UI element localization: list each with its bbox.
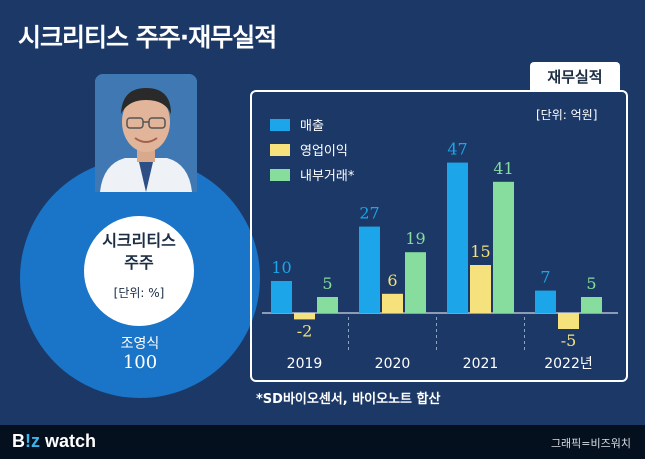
bar-2-2 bbox=[493, 182, 514, 313]
data-label-2-0: 5 bbox=[322, 274, 332, 293]
data-label-0-2: 47 bbox=[447, 140, 467, 159]
category-label-3: 2022년 bbox=[544, 356, 593, 372]
bar-1-3 bbox=[558, 313, 579, 329]
footer-bar: B!z watch 그래픽=비즈워치 bbox=[0, 425, 645, 459]
brand-logo: B!z watch bbox=[12, 431, 96, 452]
graphic-credit: 그래픽=비즈워치 bbox=[551, 435, 631, 451]
data-label-0-0: 10 bbox=[271, 258, 291, 277]
data-label-2-2: 41 bbox=[493, 159, 513, 178]
bar-1-2 bbox=[470, 265, 491, 313]
bar-2-0 bbox=[317, 297, 338, 313]
brand-z: !z bbox=[25, 431, 40, 451]
data-label-2-3: 5 bbox=[586, 274, 596, 293]
data-label-1-3: -5 bbox=[561, 331, 577, 350]
data-label-1-0: -2 bbox=[297, 321, 313, 340]
bar-0-0 bbox=[271, 281, 292, 313]
category-label-2: 2021 bbox=[463, 356, 499, 372]
bar-2-3 bbox=[581, 297, 602, 313]
data-label-0-3: 7 bbox=[540, 268, 550, 287]
data-label-1-2: 15 bbox=[470, 242, 490, 261]
bar-0-2 bbox=[447, 163, 468, 313]
data-label-2-1: 19 bbox=[405, 229, 425, 248]
data-label-0-1: 27 bbox=[359, 204, 379, 223]
bar-2-1 bbox=[405, 252, 426, 313]
brand-rest: watch bbox=[40, 431, 96, 451]
bar-0-1 bbox=[359, 227, 380, 313]
brand-b: B bbox=[12, 431, 25, 451]
data-label-1-1: 6 bbox=[387, 271, 397, 290]
category-label-1: 2020 bbox=[375, 356, 411, 372]
category-label-0: 2019 bbox=[287, 356, 323, 372]
footnote: *SD바이오센서, 바이오노트 합산 bbox=[256, 388, 440, 407]
bar-1-0 bbox=[294, 313, 315, 319]
bar-0-3 bbox=[535, 291, 556, 313]
bar-1-1 bbox=[382, 294, 403, 313]
